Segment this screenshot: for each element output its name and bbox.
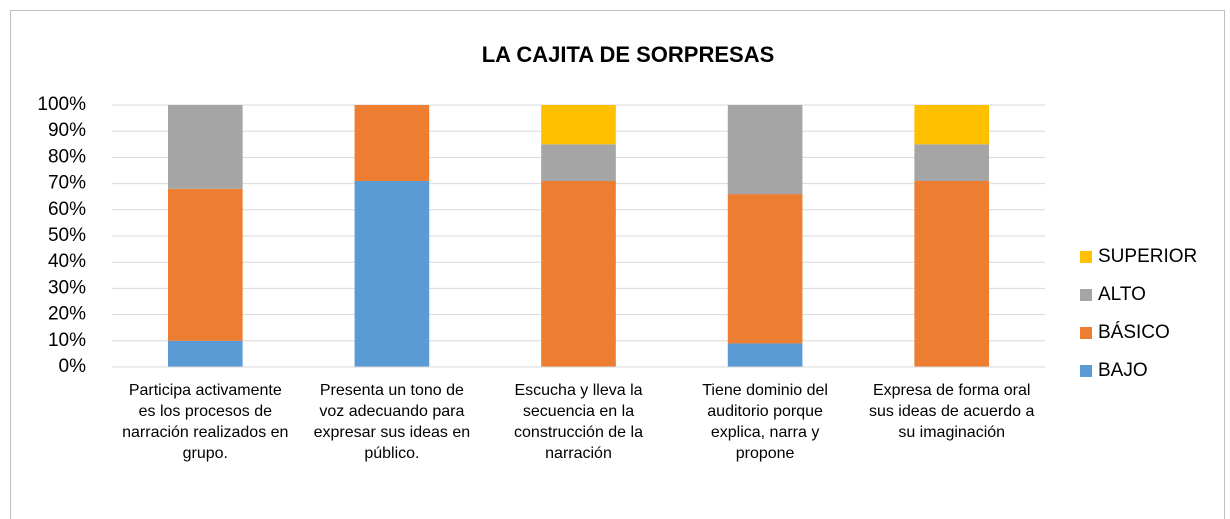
bar-segment: [914, 180, 990, 367]
y-tick-label: 30%: [48, 277, 86, 298]
x-tick-label: Expresa de forma oral sus ideas de acuer…: [868, 382, 1035, 441]
x-tick-label: Escucha y lleva la secuencia en la const…: [514, 382, 643, 462]
legend-label: BÁSICO: [1098, 322, 1170, 343]
bar-segment: [354, 180, 430, 367]
y-tick-label: 90%: [48, 120, 86, 141]
bar-segment: [727, 194, 803, 344]
y-tick-label: 0%: [59, 356, 87, 377]
legend-swatch: [1080, 327, 1092, 339]
y-tick-label: 10%: [48, 330, 86, 351]
legend-label: ALTO: [1098, 284, 1146, 305]
bar-segment: [167, 340, 243, 367]
y-tick-label: 80%: [48, 146, 86, 167]
bar-segment: [541, 105, 616, 145]
x-tick-label: Participa activamente es los procesos de…: [122, 382, 289, 462]
legend-swatch: [1080, 289, 1092, 301]
chart-border: [10, 10, 1225, 519]
bar-segment: [914, 144, 990, 181]
y-tick-label: 100%: [37, 94, 86, 115]
bar-segment: [727, 343, 803, 367]
legend-label: SUPERIOR: [1098, 246, 1197, 267]
bar-segment: [914, 105, 990, 145]
bar-segment: [167, 105, 243, 189]
bar-segment: [541, 180, 616, 367]
chart-title: LA CAJITA DE SORPRESAS: [482, 42, 775, 67]
y-tick-label: 60%: [48, 199, 86, 220]
bar-segment: [727, 105, 803, 195]
y-tick-label: 40%: [48, 251, 86, 272]
legend-swatch: [1080, 251, 1092, 263]
bar-segment: [541, 144, 616, 181]
bar-segment: [354, 105, 430, 181]
x-tick-label: Tiene dominio del auditorio porque expli…: [702, 382, 828, 462]
x-tick-label: Presenta un tono de voz adecuando para e…: [313, 382, 471, 462]
legend-swatch: [1080, 365, 1092, 377]
bar-segment: [167, 188, 243, 341]
legend-label: BAJO: [1098, 360, 1148, 381]
y-tick-label: 50%: [48, 225, 86, 246]
y-tick-label: 70%: [48, 173, 86, 194]
y-tick-label: 20%: [48, 304, 86, 325]
